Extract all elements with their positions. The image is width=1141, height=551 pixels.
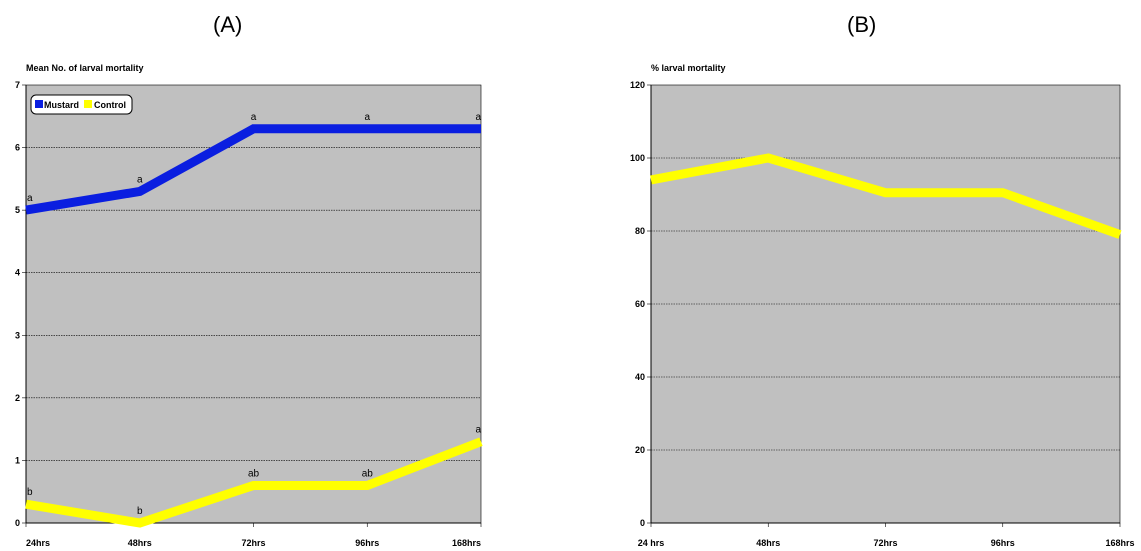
series-line-mustard [25,124,481,215]
y-tick-label: 4 [15,268,20,278]
data-label: a [364,112,370,123]
y-tick-label: 3 [15,330,20,340]
plot-area [25,84,482,524]
y-tick-label: 5 [15,205,20,215]
x-tick-label: 48hrs [128,538,152,548]
legend-swatch-mustard [35,100,43,108]
y-tick-label: 6 [15,143,20,153]
series-line-control [25,437,483,528]
y-tick-label: 0 [15,518,20,528]
data-label: a [27,193,33,204]
legend-box [30,94,133,115]
y-axis-label: Mean No. of larval mortality [26,63,144,73]
panel-a-label: (A) [213,12,243,37]
data-label: b [27,487,33,498]
data-label: a [475,112,481,123]
legend-label-control: Control [94,100,126,110]
y-tick-label: 2 [15,393,20,403]
data-label: ab [248,468,260,479]
data-label: a [475,425,481,436]
legend-label-mustard: Mustard [44,100,79,110]
data-label: b [137,506,143,517]
x-tick-label: 72hrs [241,538,265,548]
x-tick-label: 168hrs [452,538,481,548]
x-tick-label: 24hrs [26,538,50,548]
x-tick-label: 96hrs [355,538,379,548]
data-label: a [137,174,143,185]
panel-b-label: (B) [847,12,877,37]
y-tick-label: 1 [15,455,20,465]
data-label: ab [362,468,374,479]
data-label: a [251,112,257,123]
y-tick-label: 7 [15,80,20,90]
legend-swatch-control [84,100,92,108]
legend: Mustard Control [30,94,133,115]
